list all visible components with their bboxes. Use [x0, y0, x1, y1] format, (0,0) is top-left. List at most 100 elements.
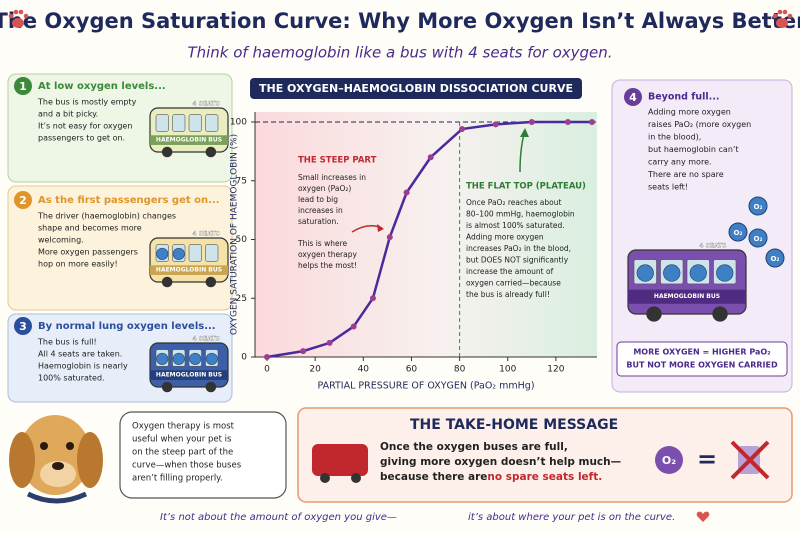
bus-seats: 4 SEATS [699, 243, 726, 250]
stage-text: seats left! [648, 183, 688, 192]
speech-text: curve—when those buses [132, 461, 242, 471]
takehome-title: THE TAKE-HOME MESSAGE [410, 417, 618, 433]
x-tick-label: 60 [406, 365, 418, 375]
stage-text: The bus is mostly empty [37, 98, 137, 107]
wheel [205, 276, 217, 288]
plateau-title: THE FLAT TOP (PLATEAU) [466, 182, 586, 192]
plateau-text: is almost 100% saturated. [466, 221, 565, 230]
data-point [564, 119, 571, 125]
passenger [172, 352, 185, 365]
stage-badge [14, 77, 32, 95]
bus-seats: 4 SEATS [193, 231, 220, 238]
plateau-text: Adding more oxygen [466, 233, 544, 242]
x-tick-label: 20 [309, 365, 321, 375]
stage-text: More oxygen passengers [38, 248, 138, 257]
data-point [459, 126, 465, 133]
bus: 4 SEATS HAEMOGLOBIN BUS [149, 335, 229, 393]
banner-text: MORE OXYGEN = HIGHER PaO₂ [633, 348, 771, 357]
stage-text: welcoming. [38, 236, 84, 245]
stage-text: It’s not easy for oxygen [38, 122, 132, 131]
passenger [689, 264, 707, 282]
wheel [161, 276, 173, 288]
plateau-arrowhead [520, 128, 529, 137]
data-point [264, 354, 270, 360]
stage-text: in the blood), [648, 133, 701, 142]
stage-heading: Beyond full... [648, 92, 720, 103]
stage-badge [624, 88, 642, 106]
chart-heading-bar [250, 78, 582, 99]
bus-name: HAEMOGLOBIN BUS [654, 293, 720, 300]
data-point [326, 339, 333, 346]
stage-heading: By normal lung oxygen levels... [38, 321, 216, 332]
paw-toe [8, 13, 14, 19]
banner-text: BUT NOT MORE OXYGEN CARRIED [626, 361, 778, 370]
takehome-text: Once the oxygen buses are full, [380, 441, 568, 453]
y-tick-label: 100 [230, 118, 247, 128]
steep-text: oxygen therapy [298, 250, 357, 259]
dog-ear [9, 432, 35, 488]
data-point [528, 119, 535, 125]
plateau-text: 80–100 mmHg, haemoglobin [466, 210, 575, 219]
stage-text: There are no spare [647, 170, 724, 179]
bus-icon [312, 444, 368, 476]
speech-text: Oxygen therapy is most [132, 422, 235, 432]
takehome-box [297, 407, 793, 503]
takehome-text: because there are [380, 471, 487, 483]
dog-collar [26, 491, 88, 504]
y-tick-label: 50 [236, 235, 248, 245]
stage-text: hop on more easily! [38, 260, 118, 269]
dog-nose [52, 462, 64, 470]
x-tick-label: 120 [547, 365, 564, 375]
plateau-text: increase the amount of [466, 267, 554, 276]
plot-background [255, 112, 597, 357]
bus-name: HAEMOGLOBIN BUS [156, 267, 222, 274]
paw-toe [23, 13, 29, 19]
data-point [492, 121, 499, 128]
cross [730, 440, 770, 480]
x-tick-label: 40 [358, 365, 370, 375]
bus: 4 SEATS HAEMOGLOBIN BUS [627, 242, 747, 322]
bus: 4 SEATS HAEMOGLOBIN BUS [149, 100, 229, 158]
bus-name: HAEMOGLOBIN BUS [156, 372, 222, 379]
stage-text: raises PaO₂ (more oxygen [648, 120, 751, 129]
bus-window [155, 114, 169, 132]
steep-text: Small increases in [298, 173, 366, 182]
stage-text: shape and becomes more [38, 224, 142, 233]
speech-text: useful when your pet is [132, 435, 232, 445]
o2-label: O₂ [753, 203, 762, 211]
steep-text: oxygen (PaO₂) [298, 184, 351, 193]
bus-seats: 4 SEATS [193, 101, 220, 108]
bus-stripe [150, 265, 228, 275]
passenger [156, 352, 169, 365]
plateau-text: increases PaO₂ in the blood, [466, 244, 571, 253]
wheel [320, 473, 330, 483]
paw-toe [18, 9, 24, 15]
o2-label: O₂ [733, 229, 742, 237]
stage-text: The driver (haemoglobin) changes [37, 212, 176, 221]
bus-stripe [628, 289, 746, 304]
dog [9, 415, 103, 504]
stage-heading: As the first passengers get on... [38, 195, 220, 206]
plateau-text: the bus is already full! [466, 290, 550, 299]
bus-window [205, 114, 219, 132]
passenger [663, 264, 681, 282]
equals-sign: = [697, 445, 717, 473]
stage-text: All 4 seats are taken. [38, 350, 122, 359]
o2-label: O₂ [753, 235, 762, 243]
x-tick-label: 80 [454, 365, 466, 375]
title: The Oxygen Saturation Curve: Why More Ox… [0, 9, 800, 33]
takehome-text: giving more oxygen doesn’t help much— [380, 456, 621, 468]
bus-window [188, 244, 202, 262]
dog-ear [77, 432, 103, 488]
data-point [403, 189, 410, 196]
stage-text: Haemoglobin is nearly [38, 362, 128, 371]
passenger [189, 352, 202, 365]
bus-name: HAEMOGLOBIN BUS [156, 137, 222, 144]
steep-text: increases in [298, 206, 343, 215]
wheel [205, 381, 217, 393]
speech-text: on the steep part of the [132, 448, 233, 458]
dog-eye [66, 442, 74, 450]
stage-number: 1 [19, 80, 27, 93]
o2-symbol: O₂ [662, 454, 676, 467]
